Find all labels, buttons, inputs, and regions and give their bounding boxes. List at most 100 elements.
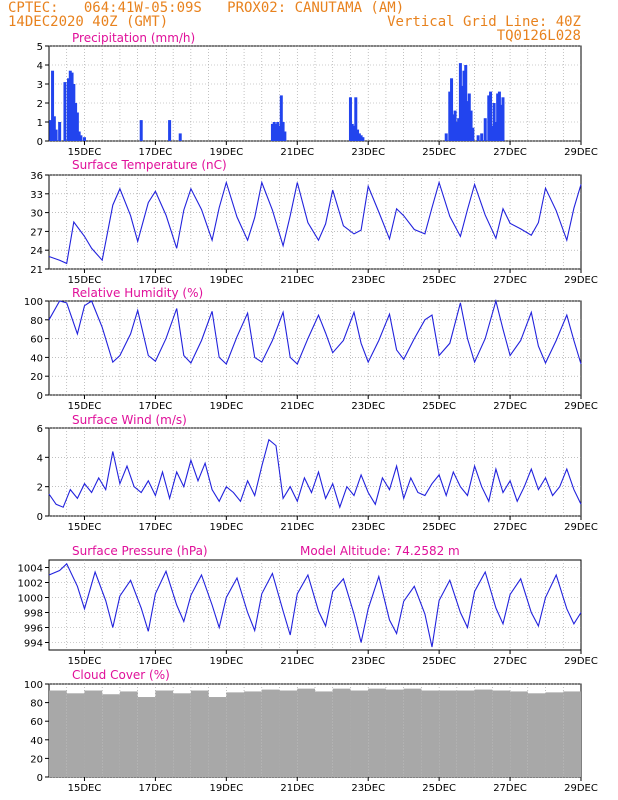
x-tick-label: 29DEC xyxy=(564,147,598,158)
x-tick-label: 17DEC xyxy=(139,656,173,667)
y-tick-label: 80 xyxy=(30,699,43,710)
precip-bar xyxy=(63,82,67,141)
x-tick-label: 15DEC xyxy=(68,401,102,412)
cloud-bar xyxy=(155,690,174,777)
x-tick-label: 21DEC xyxy=(280,656,314,667)
x-tick-label: 21DEC xyxy=(280,783,314,794)
precip-bar xyxy=(270,123,274,141)
precip-bar xyxy=(67,78,71,141)
x-tick-label: 19DEC xyxy=(209,783,243,794)
precip-bar xyxy=(501,97,505,141)
cloud-bar xyxy=(49,690,67,777)
x-tick-label: 27DEC xyxy=(493,783,527,794)
y-tick-label: 20 xyxy=(30,372,43,383)
cloud-bar xyxy=(527,693,546,777)
panel-title: Surface Wind (m/s) xyxy=(72,413,187,427)
grid-line-note: Vertical Grid Line: 40Z xyxy=(387,14,581,30)
precip-bar xyxy=(494,122,498,141)
precip-bar xyxy=(68,70,72,141)
y-tick-label: 60 xyxy=(30,717,43,728)
precip-bar xyxy=(489,91,493,141)
precip-bar xyxy=(497,91,501,141)
x-tick-label: 23DEC xyxy=(351,656,385,667)
series-line xyxy=(48,298,582,365)
cloud-bar xyxy=(332,688,351,777)
cloud-bar xyxy=(190,690,209,777)
x-tick-label: 21DEC xyxy=(280,401,314,412)
precip-bar xyxy=(496,93,500,141)
model-code: TQ0126L028 xyxy=(496,28,581,44)
precip-bar xyxy=(51,70,55,141)
y-tick-label: 20 xyxy=(30,754,43,765)
x-tick-label: 29DEC xyxy=(564,656,598,667)
y-tick-label: 80 xyxy=(30,316,43,327)
cloud-bar xyxy=(226,692,245,777)
x-tick-label: 19DEC xyxy=(209,656,243,667)
cloud-bar xyxy=(102,694,120,777)
series-line xyxy=(48,438,582,509)
panel-4 xyxy=(45,559,582,654)
x-tick-label: 29DEC xyxy=(564,783,598,794)
x-tick-label: 25DEC xyxy=(422,783,456,794)
x-tick-label: 23DEC xyxy=(351,522,385,533)
precip-bar xyxy=(469,110,473,141)
precip-bar xyxy=(348,97,352,141)
x-tick-label: 27DEC xyxy=(493,275,527,286)
x-tick-label: 19DEC xyxy=(209,522,243,533)
y-tick-label: 40 xyxy=(30,353,43,364)
x-tick-label: 19DEC xyxy=(209,275,243,286)
y-tick-label: 21 xyxy=(30,265,43,276)
precip-bar xyxy=(455,122,459,141)
y-tick-label: 1 xyxy=(37,118,43,129)
y-tick-label: 40 xyxy=(30,736,43,747)
precip-bar xyxy=(448,91,452,141)
cloud-bar xyxy=(137,697,156,777)
cloud-bar xyxy=(208,697,227,777)
x-tick-label: 19DEC xyxy=(209,147,243,158)
panel-frame xyxy=(48,174,582,270)
panel-5 xyxy=(45,683,582,781)
precip-bar xyxy=(281,122,285,141)
x-tick-label: 27DEC xyxy=(493,401,527,412)
cloud-bar xyxy=(66,693,85,777)
panel-0 xyxy=(45,45,582,145)
precip-bar xyxy=(75,112,79,141)
series-line xyxy=(48,180,582,265)
cloud-bar xyxy=(403,688,422,777)
panel-title: Precipitation (mm/h) xyxy=(72,31,195,45)
precip-bar xyxy=(462,70,466,141)
y-tick-label: 30 xyxy=(30,209,43,220)
precip-bar xyxy=(357,133,361,141)
x-tick-label: 17DEC xyxy=(139,522,173,533)
x-tick-label: 21DEC xyxy=(280,147,314,158)
precip-bar xyxy=(283,131,287,141)
cloud-bar xyxy=(510,691,528,777)
cloud-bar xyxy=(368,688,386,777)
cloud-bar xyxy=(421,690,440,777)
precip-bar xyxy=(72,84,76,141)
y-tick-label: 100 xyxy=(24,297,43,308)
y-tick-label: 36 xyxy=(30,171,43,182)
precip-bar xyxy=(52,116,56,141)
precip-bar xyxy=(460,85,464,141)
date-header: 14DEC2020 40Z (GMT) xyxy=(8,14,169,30)
precip-bar xyxy=(458,63,462,141)
precip-bar xyxy=(82,137,86,141)
precip-bar xyxy=(58,122,62,141)
y-tick-label: 60 xyxy=(30,335,43,346)
x-tick-label: 15DEC xyxy=(68,147,102,158)
y-tick-label: 996 xyxy=(24,624,43,635)
x-tick-label: 19DEC xyxy=(209,401,243,412)
y-tick-label: 1000 xyxy=(18,594,43,605)
cloud-bar xyxy=(119,691,138,777)
y-tick-label: 4 xyxy=(37,453,43,464)
x-tick-label: 23DEC xyxy=(351,275,385,286)
x-tick-label: 25DEC xyxy=(422,275,456,286)
y-tick-label: 0 xyxy=(37,512,43,523)
panel-annotation: Model Altitude: 74.2582 m xyxy=(300,544,460,558)
y-tick-label: 994 xyxy=(24,639,43,650)
precip-bar xyxy=(272,122,276,141)
precip-bar xyxy=(54,129,58,141)
panel-1 xyxy=(45,174,582,273)
x-tick-label: 25DEC xyxy=(422,401,456,412)
